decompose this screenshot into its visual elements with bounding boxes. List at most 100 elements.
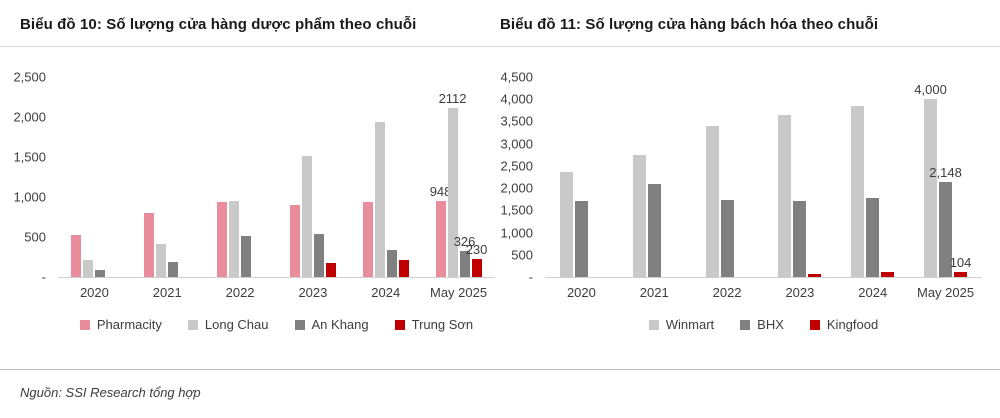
pharmacy-chart-title: Biểu đồ 10: Số lượng cửa hàng dược phẩm … <box>20 16 417 33</box>
data-label-long-chau: 2112 <box>438 91 467 107</box>
bar-group-2020 <box>58 77 131 277</box>
bar-bhx-2022 <box>720 200 734 277</box>
y-tick-label: 4,500 <box>500 69 533 85</box>
data-label-bhx: 2,148 <box>929 164 962 180</box>
bar-group-2024 <box>349 77 422 277</box>
y-tick-label: 2,000 <box>13 109 46 125</box>
legend-swatch-kingfood <box>809 319 820 330</box>
bar-an-khang-2024 <box>386 249 397 277</box>
charts-row: - 500 1,000 1,500 2,000 2,500 948 2112 326 230 202… <box>0 70 1000 332</box>
chart-titles-row: Biểu đồ 10: Số lượng cửa hàng dược phẩm … <box>0 0 1000 47</box>
bar-an-khang-2023 <box>313 234 324 277</box>
bar-group-2022 <box>204 77 277 277</box>
bar-group-2021 <box>618 77 691 277</box>
x-axis-label-2024: 2024 <box>371 285 401 300</box>
legend-swatch-trung-s-n <box>394 319 405 330</box>
source-note: Nguồn: SSI Research tổng hợp <box>20 385 201 400</box>
x-axis-label-2023: 2023 <box>785 285 815 300</box>
legend-item-winmart: Winmart <box>648 317 715 332</box>
y-tick-label: 2,500 <box>500 158 533 174</box>
bar-bhx-2023 <box>793 201 807 277</box>
y-tick-label: 500 <box>24 229 46 245</box>
y-tick-label: 1,000 <box>13 189 46 205</box>
data-label-trung-s-n: 230 <box>465 241 488 257</box>
bar-winmart-may-2025: 4,000 <box>914 82 947 277</box>
data-label-an-khang: 326 <box>453 233 476 249</box>
bar-pharmacity-2022 <box>217 201 228 277</box>
legend-label-trung-s-n: Trung Sơn <box>411 317 474 332</box>
x-axis-label-2021: 2021 <box>152 285 182 300</box>
bar-winmart-2020 <box>559 171 573 277</box>
y-tick-label: 2,500 <box>13 69 46 85</box>
legend-label-bhx: BHX <box>757 317 784 332</box>
bar-group-may-2025: 948 2112 326 230 <box>422 77 495 277</box>
y-tick-label: - <box>41 269 46 285</box>
plot-area-column: 4,000 2,148 104 2020 2021 2022 2023 2024 May 202… <box>545 77 982 332</box>
y-axis: - 500 1,000 1,500 2,000 2,500 3,000 3,500 4,000 4… <box>495 70 545 285</box>
bar-pharmacity-2023 <box>289 205 300 277</box>
x-axis-labels: 2020 2021 2022 2023 2024 May 2025 <box>58 285 495 300</box>
legend-label-an-khang: An Khang <box>311 317 369 332</box>
bar-winmart-2023 <box>778 114 792 277</box>
legend-swatch-an-khang <box>294 319 305 330</box>
plot-area-column: 948 2112 326 230 2020 2021 2022 2023 2024 May 202… <box>58 77 495 332</box>
pharmacy-store-chart: - 500 1,000 1,500 2,000 2,500 948 2112 326 230 202… <box>8 70 495 332</box>
grocery-store-chart: -500 1,000 1,500 2,000 2,500 3,000 3,500 4,000 4… <box>495 70 982 332</box>
y-tick-label: 1,500 <box>13 149 46 165</box>
bar-bhx-2020 <box>574 200 588 277</box>
x-axis-label-may-2025: May 2025 <box>917 285 975 300</box>
y-tick-label: 1,000 <box>500 225 533 241</box>
bar-group-2023 <box>763 77 836 277</box>
y-tick-label: 1,500 <box>500 202 533 218</box>
legend-label-long-chau: Long Chau <box>204 317 269 332</box>
legend-label-winmart: Winmart <box>665 317 715 332</box>
plot-area: 948 2112 326 230 <box>58 77 495 278</box>
legend-swatch-bhx <box>740 319 751 330</box>
bar-bhx-2021 <box>647 183 661 277</box>
legend-swatch-long-chau <box>187 319 198 330</box>
legend-item-pharmacity: Pharmacity <box>79 317 162 332</box>
bar-trung-s-n-2024 <box>398 260 409 277</box>
bar-group-may-2025: 4,000 2,148 104 <box>909 77 982 277</box>
bar-long-chau-may-2025: 2112 <box>439 91 467 277</box>
data-label-winmart: 4,000 <box>914 82 947 98</box>
data-label-kingfood: 104 <box>949 255 972 271</box>
bar-group-2023 <box>276 77 349 277</box>
bar-trung-s-n-2023 <box>325 263 336 277</box>
bar-long-chau-2020 <box>83 260 94 277</box>
bar-winmart-2024 <box>851 105 865 277</box>
legend-label-pharmacity: Pharmacity <box>96 317 162 332</box>
legend-item-long-chau: Long Chau <box>187 317 269 332</box>
x-axis-label-2022: 2022 <box>712 285 742 300</box>
x-axis-label-may-2025: May 2025 <box>430 285 488 300</box>
bar-pharmacity-2020 <box>71 235 82 277</box>
bar-pharmacity-2021 <box>144 213 155 277</box>
y-axis: - 500 1,000 1,500 2,000 2,500 <box>8 70 58 285</box>
bar-bhx-may-2025: 2,148 <box>929 165 962 277</box>
bar-winmart-2022 <box>705 125 719 277</box>
grocery-chart-title: Biểu đồ 11: Số lượng cửa hàng bách hóa t… <box>500 16 879 33</box>
bar-an-khang-2022 <box>241 236 252 277</box>
x-axis-label-2020: 2020 <box>79 285 109 300</box>
bar-kingfood-may-2025: 104 <box>950 255 971 277</box>
legend-swatch-pharmacity <box>79 319 90 330</box>
chart-body: - 500 1,000 1,500 2,000 2,500 948 2112 326 230 202… <box>8 70 495 332</box>
data-label-pharmacity: 948 <box>429 184 452 200</box>
bar-long-chau-2023 <box>301 156 312 277</box>
bar-kingfood-2024 <box>881 272 895 277</box>
legend-item-trung-s-n: Trung Sơn <box>394 317 474 332</box>
plot-area: 4,000 2,148 104 <box>545 77 982 278</box>
footer-divider <box>0 369 1000 370</box>
bar-pharmacity-may-2025: 948 <box>430 184 451 277</box>
y-tick-label: 500 <box>511 247 533 263</box>
bar-group-2022 <box>691 77 764 277</box>
bar-pharmacity-2024 <box>362 201 373 277</box>
bar-winmart-2021 <box>632 154 646 277</box>
legend-item-an-khang: An Khang <box>294 317 369 332</box>
bar-long-chau-2021 <box>156 244 167 277</box>
legend-item-kingfood: Kingfood <box>809 317 878 332</box>
bar-an-khang-2020 <box>95 270 106 277</box>
bar-trung-s-n-may-2025: 230 <box>466 242 487 277</box>
bar-kingfood-2023 <box>808 274 822 277</box>
